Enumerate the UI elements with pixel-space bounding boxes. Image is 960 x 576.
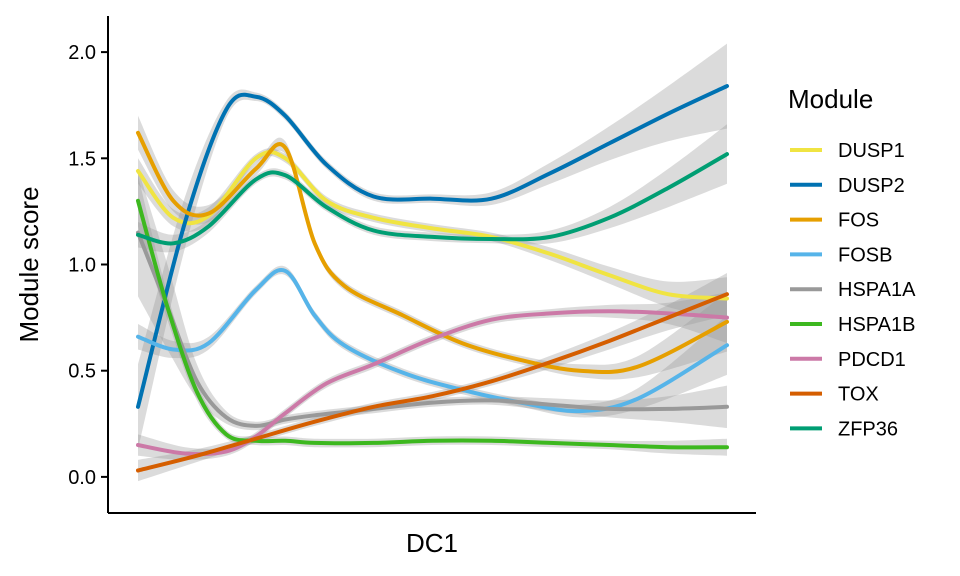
x-axis-title: DC1 (406, 528, 458, 558)
legend-label-zfp36: ZFP36 (838, 418, 898, 440)
y-axis-title: Module score (14, 186, 44, 342)
legend-label-tox: TOX (838, 384, 879, 406)
y-tick-label: 0.5 (68, 361, 96, 383)
series-line-fos (136, 130, 729, 375)
series-line-tox (136, 292, 729, 473)
legend-title: Module (788, 84, 873, 114)
series-lines (136, 84, 729, 473)
y-tick-label: 1.0 (68, 255, 96, 277)
series-line-hspa1b (136, 198, 729, 450)
y-tick-label: 0.0 (68, 467, 96, 489)
band-pdcd1 (138, 292, 727, 460)
legend-label-dusp1: DUSP1 (838, 140, 905, 162)
legend-items: DUSP1 DUSP2 FOS FOSB HSPA1A HSPA1B PDCD1 TOX ZFP… (790, 140, 916, 440)
band-dusp1 (138, 148, 727, 320)
band-zfp36 (138, 124, 727, 253)
legend-label-pdcd1: PDCD1 (838, 349, 906, 371)
series-line-fosb (136, 268, 729, 414)
series-line-dusp2 (136, 84, 729, 409)
legend-label-fos: FOS (838, 210, 879, 232)
legend-label-hspa1b: HSPA1B (838, 314, 915, 336)
series-line-hspa1a (136, 230, 729, 428)
legend-label-dusp2: DUSP2 (838, 175, 905, 197)
y-tick-label: 1.5 (68, 148, 96, 170)
series-line-pdcd1 (136, 309, 729, 457)
y-ticks: 0.0 0.5 1.0 1.5 2.0 (68, 42, 108, 489)
axes: 0.0 0.5 1.0 1.5 2.0 (68, 16, 756, 514)
legend-label-fosb: FOSB (838, 244, 892, 266)
series-line-zfp36 (136, 152, 729, 246)
legend: Module DUSP1 DUSP2 FOS FOSB HSPA1A HSPA1B PDCD… (788, 84, 916, 440)
legend-label-hspa1a: HSPA1A (838, 279, 916, 301)
band-hspa1a (138, 168, 727, 431)
y-tick-label: 2.0 (68, 42, 96, 64)
